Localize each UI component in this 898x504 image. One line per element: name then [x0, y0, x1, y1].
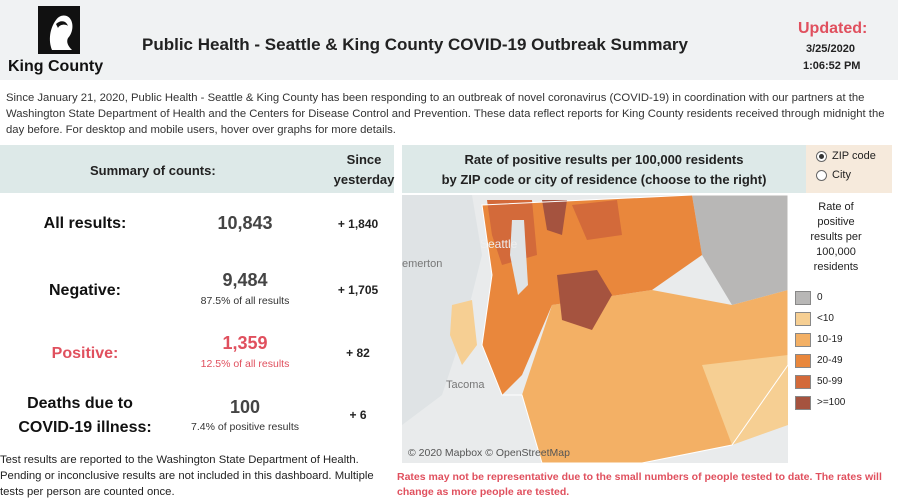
positive-label: Positive:	[20, 345, 150, 363]
legend-item[interactable]: 0	[795, 287, 845, 308]
map-label-seattle: Seattle	[480, 237, 517, 251]
legend-item[interactable]: 10-19	[795, 329, 845, 350]
negative-delta: + 1,705	[328, 283, 388, 297]
deaths-value[interactable]: 100	[185, 397, 305, 418]
deaths-percent: 7.4% of positive results	[165, 421, 325, 433]
legend-label: 50-99	[817, 376, 843, 387]
map-title: Rate of positive results per 100,000 res…	[402, 150, 806, 190]
radio-zip-label: ZIP code	[832, 150, 876, 162]
radio-city[interactable]: City	[816, 169, 851, 181]
test-results-footnote: Test results are reported to the Washing…	[0, 452, 392, 500]
all-results-delta: + 1,840	[328, 217, 388, 231]
legend-title-line: Rate of	[796, 200, 876, 215]
legend-item[interactable]: 50-99	[795, 371, 845, 392]
positive-delta: + 82	[328, 346, 388, 360]
intro-text: Since January 21, 2020, Public Health - …	[6, 90, 892, 138]
legend-label: <10	[817, 313, 834, 324]
legend-item[interactable]: >=100	[795, 392, 845, 413]
legend-label: 0	[817, 292, 823, 303]
legend-title-line: residents	[796, 260, 876, 275]
negative-label: Negative:	[20, 282, 150, 300]
legend-label: 20-49	[817, 355, 843, 366]
choropleth-map[interactable]: Seattle emerton Tacoma	[402, 195, 788, 463]
summary-heading: Summary of counts:	[90, 163, 216, 178]
radio-selected-icon[interactable]	[816, 151, 827, 162]
legend-swatch	[795, 291, 811, 305]
legend-item[interactable]: 20-49	[795, 350, 845, 371]
deaths-delta: + 6	[328, 408, 388, 422]
legend-swatch	[795, 375, 811, 389]
all-results-value[interactable]: 10,843	[185, 213, 305, 234]
updated-label: Updated:	[798, 20, 867, 38]
positive-value[interactable]: 1,359	[185, 333, 305, 354]
deaths-label-line1: Deaths due to	[0, 395, 160, 413]
org-name: King County	[8, 58, 103, 76]
since-line2: yesterday	[330, 170, 398, 190]
legend-swatch	[795, 396, 811, 410]
positive-percent: 12.5% of all results	[165, 358, 325, 370]
radio-zip-code[interactable]: ZIP code	[816, 150, 876, 162]
legend-label: >=100	[817, 397, 845, 408]
map-attribution[interactable]: © 2020 Mapbox © OpenStreetMap	[408, 447, 570, 459]
page-title: Public Health - Seattle & King County CO…	[142, 35, 688, 55]
mlk-logo-icon	[38, 6, 80, 54]
map-label-bremerton: emerton	[402, 258, 442, 270]
updated-time: 1:06:52 PM	[803, 60, 860, 72]
legend-swatch	[795, 312, 811, 326]
legend-title-line: 100,000	[796, 245, 876, 260]
rates-disclaimer: Rates may not be representative due to t…	[397, 470, 887, 500]
since-yesterday-heading: Since yesterday	[330, 150, 398, 190]
map-title-line2: by ZIP code or city of residence (choose…	[402, 170, 806, 190]
geography-selector: ZIP code City	[806, 145, 892, 193]
all-results-label: All results:	[20, 215, 150, 233]
legend-title-line: positive	[796, 215, 876, 230]
map-label-tacoma: Tacoma	[446, 379, 485, 391]
map-title-line1: Rate of positive results per 100,000 res…	[402, 150, 806, 170]
legend-swatch	[795, 333, 811, 347]
updated-date: 3/25/2020	[806, 43, 855, 55]
deaths-label-line2: COVID-19 illness:	[0, 419, 170, 437]
legend-title-line: results per	[796, 230, 876, 245]
king-county-logo: King County	[8, 6, 108, 78]
negative-value[interactable]: 9,484	[185, 270, 305, 291]
legend-items: 0 <10 10-19 20-49 50-99 >=100	[795, 287, 845, 413]
since-line1: Since	[330, 150, 398, 170]
legend-swatch	[795, 354, 811, 368]
map-canvas[interactable]	[402, 195, 788, 463]
legend-label: 10-19	[817, 334, 843, 345]
radio-unselected-icon[interactable]	[816, 170, 827, 181]
legend-item[interactable]: <10	[795, 308, 845, 329]
radio-city-label: City	[832, 169, 851, 181]
legend-title: Rate of positive results per 100,000 res…	[796, 200, 876, 275]
negative-percent: 87.5% of all results	[165, 295, 325, 307]
